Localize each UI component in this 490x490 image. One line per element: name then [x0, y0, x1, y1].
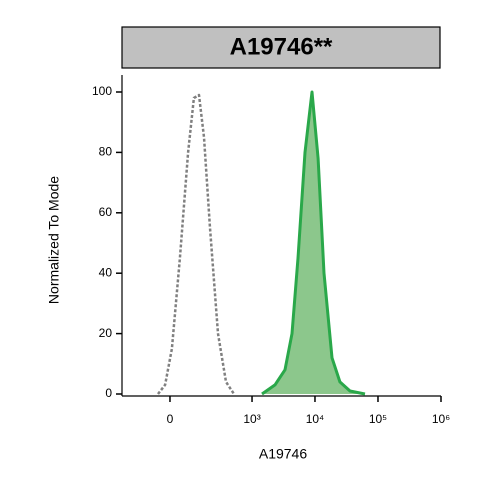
y-tick-label: 0 — [105, 386, 112, 400]
chart-title: A19746** — [230, 33, 333, 60]
line — [157, 93, 236, 395]
x-tick-label: 10³ — [243, 412, 260, 426]
y-axis-label: Normalized To Mode — [46, 176, 62, 304]
x-axis-label: A19746 — [259, 446, 307, 462]
area — [262, 92, 365, 394]
y-tick-label: 80 — [99, 145, 113, 159]
y-tick-label: 100 — [92, 84, 112, 98]
y-tick-label: 40 — [99, 265, 113, 279]
x-tick-label: 10⁵ — [369, 412, 387, 426]
x-tick-label: 10⁶ — [432, 412, 450, 426]
line — [261, 90, 366, 396]
title-box — [121, 26, 441, 69]
x-tick-label: 0 — [167, 412, 174, 426]
y-tick-label: 20 — [99, 326, 113, 340]
y-tick-label: 60 — [99, 205, 113, 219]
x-tick-label: 10⁴ — [306, 412, 325, 426]
